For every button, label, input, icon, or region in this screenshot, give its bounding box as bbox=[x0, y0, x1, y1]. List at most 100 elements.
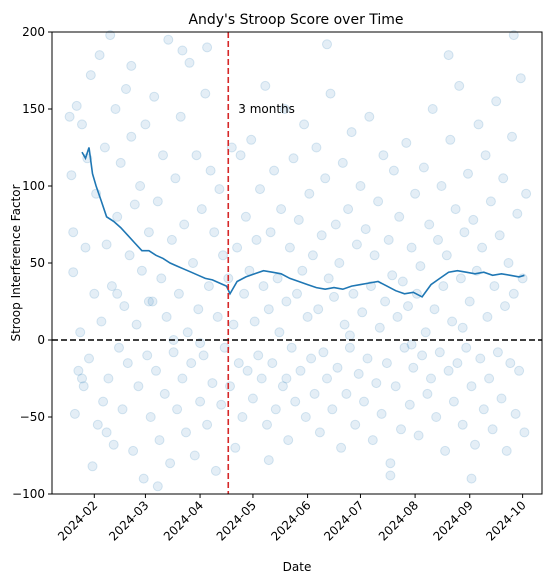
scatter-point bbox=[117, 404, 128, 415]
scatter-point bbox=[359, 396, 369, 407]
scatter-point bbox=[214, 184, 225, 195]
scatter-point bbox=[507, 131, 517, 142]
scatter-point bbox=[381, 358, 392, 369]
chart-title: Andy's Stroop Score over Time bbox=[188, 12, 403, 28]
scatter-point bbox=[274, 327, 285, 338]
scatter-point bbox=[436, 181, 447, 191]
scatter-point bbox=[277, 381, 288, 392]
scatter-point bbox=[152, 196, 163, 207]
scatter-point bbox=[431, 412, 442, 422]
scatter-point bbox=[508, 288, 519, 299]
scatter-point bbox=[406, 242, 417, 253]
scatter-point bbox=[440, 445, 451, 456]
scatter-point bbox=[170, 173, 181, 184]
scatter-point bbox=[105, 30, 116, 41]
scatter-point bbox=[385, 470, 396, 481]
scatter-point bbox=[203, 281, 214, 292]
scatter-point bbox=[422, 388, 433, 399]
scatter-point bbox=[427, 104, 438, 114]
scatter-point bbox=[447, 316, 458, 327]
scatter-point bbox=[360, 224, 371, 235]
scatter-point bbox=[156, 273, 167, 284]
scatter-point bbox=[124, 250, 135, 261]
scatter-point bbox=[177, 45, 188, 56]
scatter-point bbox=[475, 353, 486, 364]
scatter-point bbox=[394, 211, 405, 222]
scatter-point bbox=[396, 424, 406, 435]
scatter-point bbox=[461, 342, 472, 353]
scatter-point bbox=[353, 368, 364, 379]
scatter-point bbox=[159, 388, 170, 399]
line-layer bbox=[81, 147, 525, 298]
scatter-point bbox=[189, 450, 200, 461]
scatter-point bbox=[112, 288, 123, 299]
scatter-point bbox=[410, 188, 421, 199]
scatter-point bbox=[143, 296, 154, 307]
x-tick-label: 2024-10 bbox=[483, 498, 528, 543]
scatter-point bbox=[181, 427, 191, 438]
scatter-point bbox=[426, 373, 436, 384]
scatter-point bbox=[110, 104, 121, 114]
scatter-point bbox=[433, 234, 443, 245]
scatter-point bbox=[311, 142, 322, 153]
scatter-point bbox=[364, 111, 375, 122]
scatter-point bbox=[369, 250, 380, 261]
scatter-point bbox=[230, 442, 241, 453]
scatter-point bbox=[202, 419, 213, 430]
x-tick-label: 2024-05 bbox=[214, 498, 259, 543]
scatter-point bbox=[101, 427, 112, 438]
scatter-point bbox=[355, 181, 366, 191]
scatter-point bbox=[503, 258, 514, 268]
scatter-point bbox=[235, 150, 246, 161]
scatter-point bbox=[336, 442, 347, 453]
scatter-point bbox=[288, 153, 299, 164]
scatter-point bbox=[443, 50, 454, 61]
scatter-point bbox=[441, 250, 452, 261]
scatter-point bbox=[115, 157, 126, 168]
y-tick-label: −100 bbox=[12, 487, 45, 501]
scatter-point bbox=[175, 111, 186, 122]
scatter-point bbox=[480, 150, 491, 161]
scatter-point bbox=[212, 311, 223, 322]
y-axis-label: Stroop Interference Factor bbox=[9, 184, 23, 341]
scatter-point bbox=[443, 365, 454, 376]
scatter-point bbox=[173, 288, 184, 299]
scatter-point bbox=[290, 396, 301, 407]
scatter-point bbox=[484, 373, 495, 384]
scatter-point bbox=[309, 388, 320, 399]
scatter-point bbox=[106, 281, 117, 292]
scatter-point bbox=[334, 258, 345, 268]
scatter-point bbox=[126, 60, 137, 71]
scatter-point bbox=[318, 347, 329, 358]
scatter-point bbox=[307, 250, 318, 261]
scatter-point bbox=[510, 408, 521, 419]
scatter-point bbox=[424, 219, 435, 230]
series-line bbox=[81, 147, 525, 298]
scatter-point bbox=[80, 242, 91, 253]
scatter-point bbox=[385, 458, 396, 469]
scatter-point bbox=[300, 412, 311, 422]
scatter-point bbox=[182, 327, 193, 338]
scatter-point bbox=[357, 307, 368, 318]
scatter-point bbox=[459, 227, 470, 238]
scatter-point bbox=[457, 322, 468, 333]
scatter-point bbox=[323, 273, 334, 284]
scatter-point bbox=[172, 404, 183, 415]
scatter-point bbox=[434, 347, 445, 358]
scatter-point bbox=[496, 393, 507, 404]
scatter-point bbox=[489, 281, 500, 292]
scatter-point bbox=[242, 365, 253, 376]
scatter-point bbox=[145, 412, 156, 422]
scatter-point bbox=[500, 301, 510, 312]
scatter-point bbox=[263, 455, 274, 466]
scatter-point bbox=[293, 214, 304, 225]
scatter-point bbox=[196, 204, 207, 215]
scatter-point bbox=[101, 239, 112, 250]
scatter-point bbox=[514, 365, 525, 376]
scatter-point bbox=[457, 419, 468, 430]
axes-frame bbox=[51, 31, 543, 495]
scatter-point bbox=[418, 162, 429, 173]
scatter-point bbox=[284, 242, 295, 253]
scatter-point bbox=[351, 239, 362, 250]
scatter-point bbox=[68, 227, 79, 238]
